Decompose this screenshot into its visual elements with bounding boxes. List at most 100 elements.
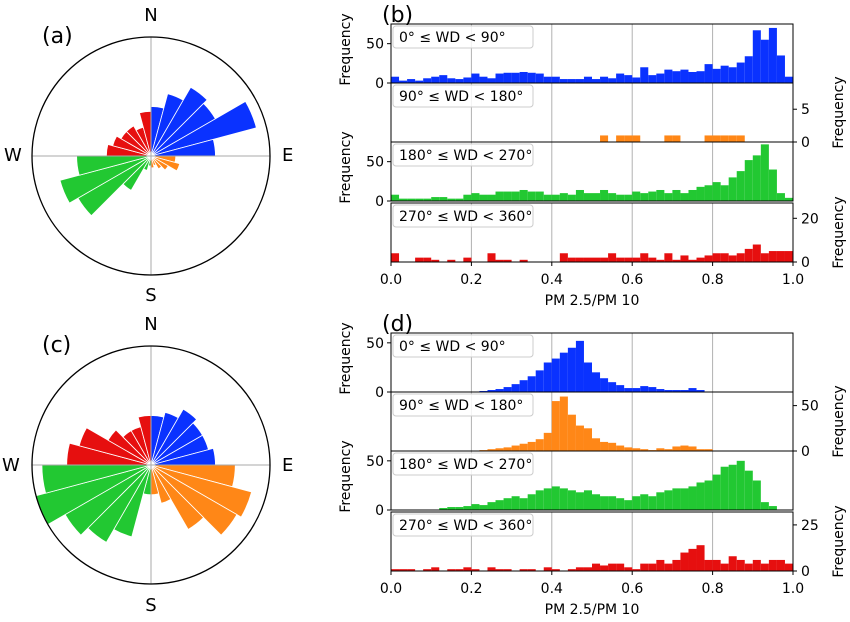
histogram-bar	[471, 569, 480, 571]
histogram-bar	[648, 257, 657, 262]
histogram-bar	[391, 253, 400, 262]
histogram-subplot: 0 20 Frequency 270° ≤ WD < 360°	[390, 196, 847, 271]
histogram-bar	[407, 79, 416, 83]
histogram-bar	[728, 255, 737, 262]
histogram-bar	[431, 76, 440, 83]
range-label: 90° ≤ WD < 180°	[399, 89, 523, 105]
histogram-bar	[632, 496, 641, 510]
histogram-bar	[784, 197, 793, 201]
histogram-bar	[672, 559, 681, 571]
histogram-bar	[511, 496, 520, 510]
histogram-bar	[543, 432, 552, 451]
histogram-bar	[567, 414, 576, 451]
histogram-bar	[776, 193, 785, 201]
histogram-bar	[688, 189, 697, 201]
histogram-subplot: 0 25 Frequency 270° ≤ WD < 360°	[390, 505, 847, 580]
histogram-bar	[447, 259, 456, 262]
histogram-bar	[624, 257, 633, 262]
histogram-bar	[784, 76, 793, 83]
histogram-bar	[616, 498, 625, 510]
histogram-bar	[431, 259, 440, 262]
histogram-bar	[640, 563, 649, 572]
histogram-bar	[471, 193, 480, 201]
histogram-bar	[575, 340, 584, 392]
histogram-bar	[479, 505, 488, 510]
histogram-bar	[503, 387, 512, 392]
compass-n-label: N	[144, 314, 157, 335]
histogram-bar	[752, 155, 761, 201]
range-label: 180° ≤ WD < 270°	[399, 457, 532, 473]
histogram-bar	[704, 135, 713, 142]
histogram-bar	[608, 382, 617, 392]
histogram-bar	[648, 496, 657, 510]
histogram-bar	[567, 490, 576, 510]
histogram-bar	[656, 389, 665, 392]
histogram-bar	[640, 253, 649, 262]
histogram-bar	[656, 448, 665, 451]
histogram-bar	[479, 76, 488, 83]
histogram-bar	[632, 135, 641, 142]
histogram-bar	[600, 496, 609, 510]
histogram-bar	[519, 71, 528, 83]
y-tick-label: 50	[366, 454, 384, 470]
histogram-bar	[624, 194, 633, 201]
rose-sector	[150, 155, 169, 171]
histogram-bar	[784, 563, 793, 572]
histogram-bar	[632, 388, 641, 392]
x-tick-label: 0.0	[380, 581, 402, 597]
histogram-bar	[608, 442, 617, 451]
histogram-bar	[455, 569, 464, 571]
histogram-bar	[511, 445, 520, 451]
compass-w-label: W	[2, 455, 20, 476]
y-tick-label: 0	[375, 194, 384, 210]
histogram-bar	[543, 488, 552, 510]
y-tick-label: 25	[801, 518, 819, 534]
histogram-bar	[624, 75, 633, 83]
y-tick-label: 20	[801, 211, 819, 227]
y-axis-label: Frequency	[338, 322, 354, 394]
histogram-bar	[728, 464, 737, 510]
histogram-bar	[567, 257, 576, 262]
histogram-bar	[616, 257, 625, 262]
histogram-bar	[487, 449, 496, 451]
histogram-bar	[664, 69, 673, 83]
x-tick-label: 0.8	[701, 581, 723, 597]
histogram-bar	[511, 191, 520, 201]
histogram-bar	[583, 567, 592, 571]
histogram-bar	[519, 259, 528, 262]
histogram-bar	[391, 194, 400, 201]
range-legend: 180° ≤ WD < 270°	[392, 143, 534, 167]
rose-sector	[150, 86, 208, 157]
histogram-bar	[744, 470, 753, 510]
histogram-bar	[664, 490, 673, 510]
y-tick-label: 0	[801, 564, 810, 580]
histogram-bar	[447, 569, 456, 571]
histogram-bar	[632, 569, 641, 571]
legend-box	[392, 513, 534, 537]
histogram-bar	[760, 563, 769, 572]
histogram-bar	[768, 251, 777, 262]
histogram-bar	[640, 494, 649, 510]
histogram-bar	[656, 189, 665, 201]
rose-sector	[150, 464, 238, 536]
histogram-bar	[680, 69, 689, 83]
y-axis-label: Frequency	[338, 440, 354, 512]
histogram-bar	[551, 569, 560, 571]
histogram-bar	[575, 492, 584, 510]
histogram-bar	[736, 460, 745, 510]
histogram-bar	[688, 71, 697, 83]
wind-rose-a: (a) N E S W	[4, 5, 293, 306]
histogram-bar	[704, 185, 713, 201]
histogram-bar	[487, 194, 496, 201]
histogram-bar	[664, 390, 673, 392]
histogram-bar	[632, 257, 641, 262]
histogram-bar	[527, 494, 536, 510]
histogram-bar	[736, 253, 745, 262]
range-label: 0° ≤ WD < 90°	[399, 339, 506, 355]
histogram-bar	[664, 449, 673, 451]
histogram-bar	[752, 480, 761, 510]
histogram-bar	[608, 496, 617, 510]
histogram-bar	[479, 194, 488, 201]
histogram-bar	[656, 559, 665, 571]
